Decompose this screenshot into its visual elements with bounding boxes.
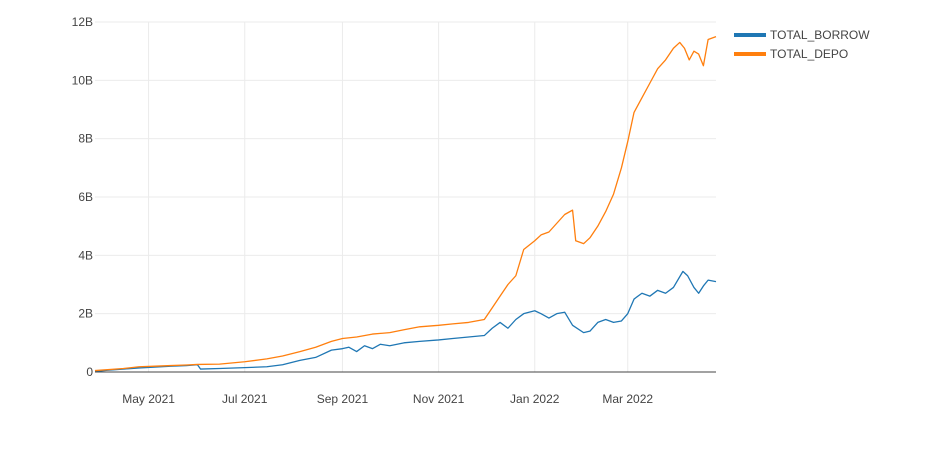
x-tick-label: Sep 2021	[317, 392, 369, 406]
x-tick-label: May 2021	[122, 392, 175, 406]
x-tick-label: Nov 2021	[413, 392, 465, 406]
y-tick-label: 10B	[72, 73, 93, 87]
series-line-total-depo[interactable]	[94, 35, 717, 372]
x-tick-label: Mar 2022	[602, 392, 653, 406]
x-tick-label: Jan 2022	[510, 392, 560, 406]
legend-item-total-borrow[interactable]: TOTAL_BORROW	[734, 28, 870, 42]
y-tick-label: 12B	[72, 15, 93, 29]
axes: May 2021 Jul 2021 Sep 2021 Nov 2021 Jan 2022…	[72, 15, 716, 406]
y-tick-label: 2B	[78, 307, 93, 321]
series-line-total-borrow[interactable]	[94, 270, 717, 373]
legend[interactable]: TOTAL_BORROW TOTAL_DEPO	[734, 28, 870, 61]
y-tick-label: 4B	[78, 248, 93, 262]
series-lines	[94, 35, 717, 373]
legend-label: TOTAL_BORROW	[770, 28, 870, 42]
y-tick-label: 0	[86, 365, 93, 379]
y-tick-label: 6B	[78, 190, 93, 204]
legend-label: TOTAL_DEPO	[770, 47, 848, 61]
x-tick-label: Jul 2021	[222, 392, 268, 406]
y-tick-label: 8B	[78, 132, 93, 146]
grid	[95, 21, 716, 372]
legend-item-total-depo[interactable]: TOTAL_DEPO	[734, 47, 848, 61]
